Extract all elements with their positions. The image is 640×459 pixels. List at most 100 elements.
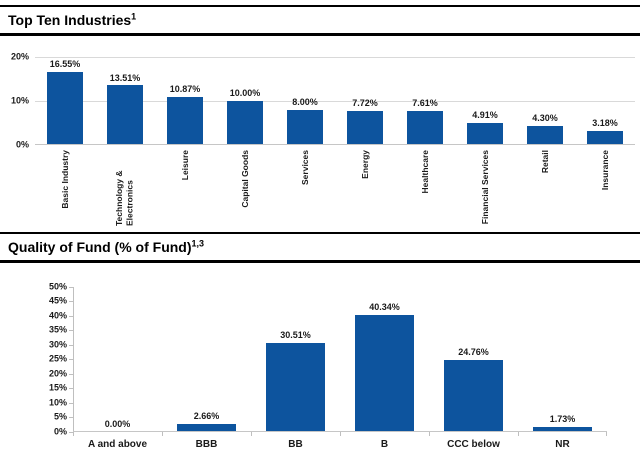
y-axis-tick-label: 10% [48, 397, 67, 408]
x-axis-label: Basic Industry [59, 149, 70, 209]
x-axis-label-cell: NR [518, 439, 607, 453]
y-axis-tick-mark [69, 286, 73, 288]
section-2-title: Quality of Fund (% of Fund)1,3 [0, 234, 640, 260]
y-axis-tick-label: 0% [15, 139, 29, 150]
bar-value-label: 4.30% [532, 113, 558, 124]
y-axis-tick-mark [69, 388, 73, 390]
x-axis-label-cell: Energy [335, 150, 395, 226]
bar-value-label: 7.61% [412, 98, 438, 109]
section-1-top-rule [0, 5, 640, 7]
x-axis-labels: A and above BBB BB B CCC below NR [73, 439, 607, 453]
bar-column: 0.00% [73, 287, 162, 432]
x-axis-tick-mark [250, 431, 252, 436]
bar [47, 72, 83, 145]
x-axis-label: B [380, 438, 389, 450]
x-axis-tick-mark [161, 431, 163, 436]
bar-column: 1.73% [518, 287, 607, 432]
bar-value-label: 30.51% [280, 330, 311, 341]
x-axis-label: Technology & Electronics [114, 170, 135, 226]
y-axis-tick-label: 50% [48, 281, 67, 292]
bar-value-label: 8.00% [292, 96, 318, 107]
y-axis-tick-label: 40% [48, 310, 67, 321]
x-axis-label: CCC below [447, 438, 500, 450]
bar-value-label: 7.72% [352, 97, 378, 108]
bar [347, 110, 383, 145]
y-axis-tick-label: 20% [48, 368, 67, 379]
bar-column: 10.00% [215, 57, 275, 145]
section-1-title: Top Ten Industries1 [0, 7, 640, 33]
y-axis-tick-label: 35% [48, 324, 67, 335]
x-axis-label: Leisure [179, 149, 190, 181]
section-2-bottom-rule [0, 259, 640, 263]
bar-column: 24.76% [429, 287, 518, 432]
industries-bar-chart: 20% 10% 0% 16.55% 13.51% 10.87% 10.00% 8.00% 7.7… [0, 52, 640, 226]
y-axis-tick-label: 5% [53, 411, 67, 422]
gridline [35, 56, 635, 58]
bar [167, 97, 203, 145]
x-axis-tick-mark [606, 431, 607, 436]
bar-column: 7.61% [395, 57, 455, 145]
x-axis-label-cell: A and above [73, 439, 162, 453]
bar [227, 100, 263, 145]
x-axis-label: Financial Services [479, 149, 490, 224]
bar-column: 8.00% [275, 57, 335, 145]
x-axis-tick-mark [518, 431, 519, 436]
y-axis-tick-mark [69, 301, 73, 303]
y-axis-tick-label: 45% [48, 295, 67, 306]
x-axis-label-cell: BB [251, 439, 340, 453]
bar [527, 125, 563, 145]
x-axis-tick-mark [428, 431, 430, 436]
x-axis-label: Insurance [599, 149, 610, 190]
bar [266, 343, 325, 432]
section-2-footnote-ref: 1,3 [191, 238, 205, 249]
section-1-title-text: Top Ten Industries [8, 12, 132, 28]
x-axis-label-cell: Technology & Electronics [95, 150, 155, 226]
y-axis-tick-mark [69, 431, 73, 433]
x-axis-label: Energy [359, 149, 370, 179]
bar-column: 2.66% [162, 287, 251, 432]
x-axis-labels: Basic Industry Technology & Electronics Le… [35, 150, 635, 226]
bar-value-label: 10.87% [169, 84, 201, 95]
bar-column: 13.51% [95, 57, 155, 145]
bar-column: 4.91% [455, 57, 515, 145]
y-axis-tick-label: 15% [48, 382, 67, 393]
bar-value-label: 16.55% [49, 59, 81, 70]
y-axis-tick-label: 10% [10, 95, 29, 106]
bar [355, 314, 414, 432]
quality-bar-chart: 50% 45% 40% 35% 30% 25% 20% 15% 10% 5% 0% 0.00% 2.66… [0, 282, 640, 453]
bar-column: 3.18% [575, 57, 635, 145]
bar-value-label: 40.34% [369, 301, 400, 312]
bar-value-label: 0.00% [104, 418, 131, 429]
section-1-footnote-ref: 1 [131, 11, 137, 22]
x-axis-label-cell: Leisure [155, 150, 215, 226]
y-axis-tick-label: 25% [48, 353, 67, 364]
bar-value-label: 24.76% [458, 346, 489, 357]
y-axis-tick-label: 30% [48, 339, 67, 350]
y-axis-tick-mark [69, 359, 73, 361]
bar-column: 10.87% [155, 57, 215, 145]
bars-row: 0.00% 2.66% 30.51% 40.34% 24.76% 1.73% [73, 287, 607, 432]
section-2-top-rule [0, 231, 640, 234]
y-axis-tick-mark [69, 373, 73, 375]
bar [407, 111, 443, 145]
bar-value-label: 1.73% [549, 413, 576, 424]
x-axis-label: BB [288, 438, 303, 450]
y-axis-tick-label: 20% [10, 51, 29, 62]
bar-value-label: 2.66% [193, 411, 220, 422]
bar [587, 130, 623, 145]
bar-column: 4.30% [515, 57, 575, 145]
y-axis-tick-mark [69, 330, 73, 332]
y-axis-tick-mark [69, 344, 73, 346]
x-axis-label-cell: Insurance [575, 150, 635, 226]
bar-column: 7.72% [335, 57, 395, 145]
x-axis-label: NR [555, 438, 570, 450]
plot-area: 50% 45% 40% 35% 30% 25% 20% 15% 10% 5% 0% 0.00% 2.66… [49, 282, 607, 436]
y-axis-tick-mark [69, 315, 73, 317]
x-axis-label: BBB [195, 438, 218, 450]
x-axis-label-cell: Basic Industry [35, 150, 95, 226]
bar-value-label: 4.91% [472, 110, 498, 121]
x-axis-label: A and above [87, 438, 148, 450]
y-axis-line [73, 286, 74, 432]
bars-row: 16.55% 13.51% 10.87% 10.00% 8.00% 7.72% 7.61% 4… [35, 57, 635, 145]
